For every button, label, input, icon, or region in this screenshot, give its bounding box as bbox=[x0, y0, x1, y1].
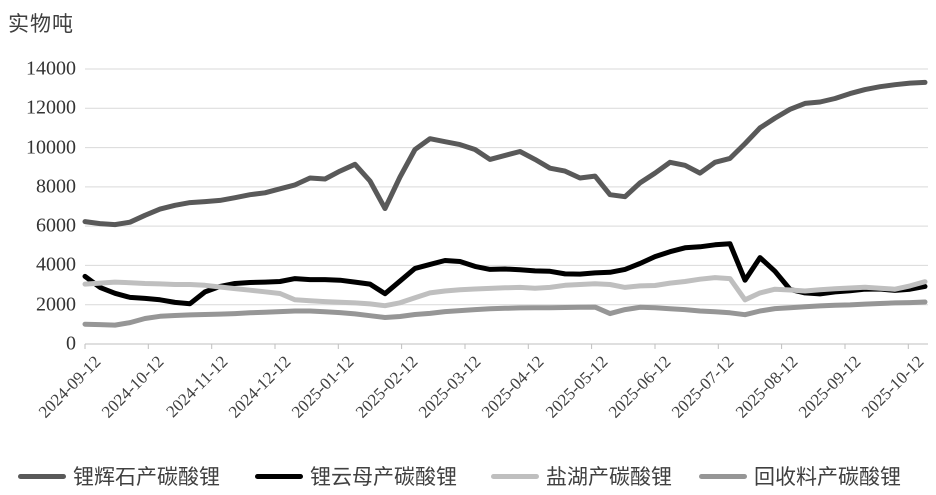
legend: 锂辉石产碳酸锂 锂云母产碳酸锂 盐湖产碳酸锂 回收料产碳酸锂 bbox=[0, 460, 936, 492]
legend-label: 锂辉石产碳酸锂 bbox=[73, 465, 220, 489]
legend-item-2: 盐湖产碳酸锂 bbox=[491, 460, 672, 492]
y-tick-label: 12000 bbox=[26, 96, 76, 119]
series-line-0 bbox=[82, 79, 928, 228]
y-tick-label: 14000 bbox=[26, 57, 76, 80]
legend-item-0: 锂辉石产碳酸锂 bbox=[18, 460, 220, 492]
y-tick-label: 8000 bbox=[36, 175, 76, 198]
series-line-2 bbox=[82, 275, 928, 309]
legend-line-swatch bbox=[255, 473, 303, 479]
series-line-1 bbox=[82, 241, 928, 307]
legend-line-swatch bbox=[18, 473, 66, 479]
series-line-3 bbox=[82, 299, 928, 328]
y-tick-label: 0 bbox=[66, 332, 76, 355]
legend-label: 回收料产碳酸锂 bbox=[754, 465, 901, 489]
legend-item-3: 回收料产碳酸锂 bbox=[699, 460, 901, 492]
legend-line-swatch bbox=[699, 473, 747, 479]
legend-label: 锂云母产碳酸锂 bbox=[310, 465, 457, 489]
y-tick-label: 2000 bbox=[36, 293, 76, 316]
y-axis-unit-label: 实物吨 bbox=[8, 12, 74, 36]
y-tick-label: 4000 bbox=[36, 253, 76, 276]
legend-item-1: 锂云母产碳酸锂 bbox=[255, 460, 457, 492]
legend-label: 盐湖产碳酸锂 bbox=[546, 465, 672, 489]
legend-line-swatch bbox=[491, 473, 539, 479]
y-tick-label: 6000 bbox=[36, 214, 76, 237]
y-tick-label: 10000 bbox=[26, 136, 76, 159]
